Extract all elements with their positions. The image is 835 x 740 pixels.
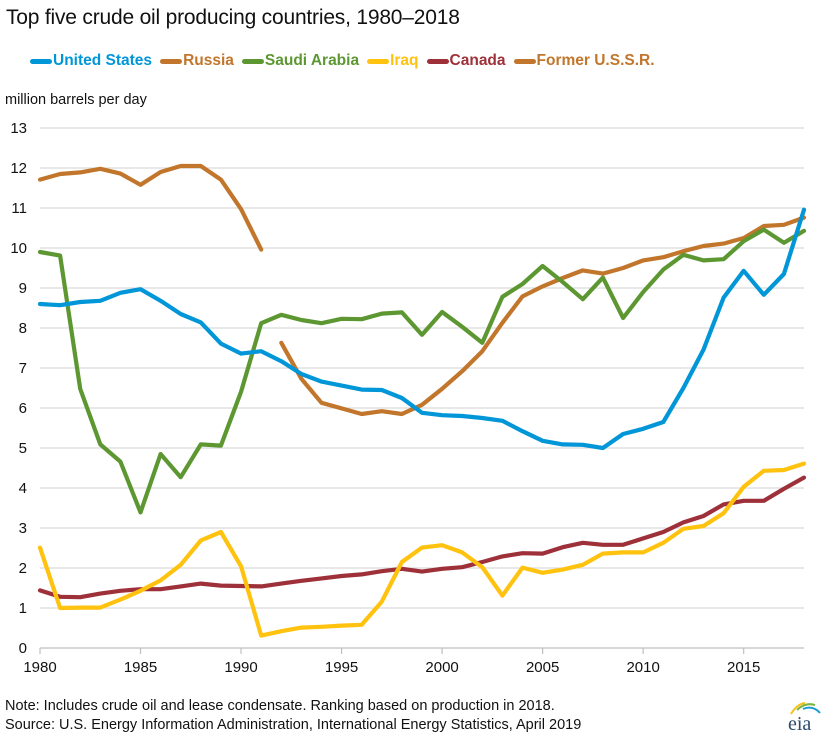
series-line-former-u-s-s-r — [37, 163, 264, 252]
y-tick-label: 11 — [11, 200, 27, 217]
legend-item-canada: Canada — [426, 52, 506, 70]
y-tick-label: 10 — [10, 240, 27, 257]
eia-logo-arc-yellow — [790, 702, 806, 715]
legend-label-former-ussr: Former U.S.S.R. — [536, 52, 655, 69]
eia-logo: eia — [788, 702, 821, 734]
chart-legend: United States Russia Saudi Arabia Iraq C… — [30, 52, 663, 70]
chart-title: Top five crude oil producing countries, … — [6, 6, 460, 29]
series-line-iraq — [37, 461, 807, 638]
legend-label-iraq: Iraq — [390, 52, 419, 69]
chart-footer: Note: Includes crude oil and lease conde… — [5, 697, 581, 735]
legend-item-former-ussr: Former U.S.S.R. — [513, 52, 655, 70]
y-tick-label: 4 — [19, 480, 27, 497]
y-tick-label: 9 — [19, 280, 27, 297]
y-tick-label: 2 — [19, 560, 27, 577]
y-tick-label: 1 — [19, 600, 27, 617]
legend-label-saudi-arabia: Saudi Arabia — [264, 52, 360, 69]
x-tick-label: 1995 — [325, 659, 358, 676]
y-tick-label: 3 — [19, 520, 27, 537]
x-tick-label: 2000 — [425, 659, 458, 676]
x-tick-label: 2005 — [526, 659, 559, 676]
x-tick-label: 1985 — [124, 659, 157, 676]
eia-logo-arc-green — [796, 703, 816, 711]
y-tick-label: 7 — [19, 360, 27, 377]
x-tick-label: 1990 — [224, 659, 257, 676]
gridlines — [40, 127, 804, 609]
eia-logo-text: eia — [788, 713, 811, 734]
legend-label-united-states: United States — [53, 52, 153, 69]
legend-item-united-states: United States — [30, 52, 152, 70]
legend-swatch-former-ussr — [513, 58, 536, 64]
legend-item-saudi-arabia: Saudi Arabia — [241, 52, 360, 70]
y-axis-label: million barrels per day — [5, 92, 147, 108]
series-line-canada — [37, 475, 807, 600]
series-lines — [37, 163, 807, 638]
y-tick-label: 0 — [19, 640, 27, 657]
legend-swatch-russia — [160, 58, 183, 64]
x-tick-label: 2010 — [626, 659, 659, 676]
y-tick-label: 5 — [19, 440, 27, 457]
y-tick-label: 13 — [10, 120, 27, 137]
series-line-saudi-arabia — [37, 227, 807, 515]
series-line-united-states — [37, 207, 807, 451]
x-tick-label: 1980 — [23, 659, 56, 676]
footer-source: Source: U.S. Energy Information Administ… — [5, 717, 582, 733]
legend-label-canada: Canada — [449, 52, 506, 69]
legend-item-russia: Russia — [160, 52, 234, 70]
y-tick-label: 8 — [19, 320, 27, 337]
x-tick-label: 2015 — [727, 659, 760, 676]
legend-item-iraq: Iraq — [367, 52, 419, 70]
legend-swatch-united-states — [30, 58, 52, 64]
y-tick-label: 12 — [10, 160, 27, 177]
eia-logo-arc-blue — [802, 706, 821, 714]
legend-swatch-saudi-arabia — [241, 58, 264, 64]
footer-note: Note: Includes crude oil and lease conde… — [5, 698, 555, 714]
legend-swatch-iraq — [367, 58, 390, 64]
legend-label-russia: Russia — [183, 52, 234, 69]
legend-swatch-canada — [426, 58, 449, 64]
series-line-russia — [279, 215, 807, 417]
y-tick-label: 6 — [19, 400, 27, 417]
